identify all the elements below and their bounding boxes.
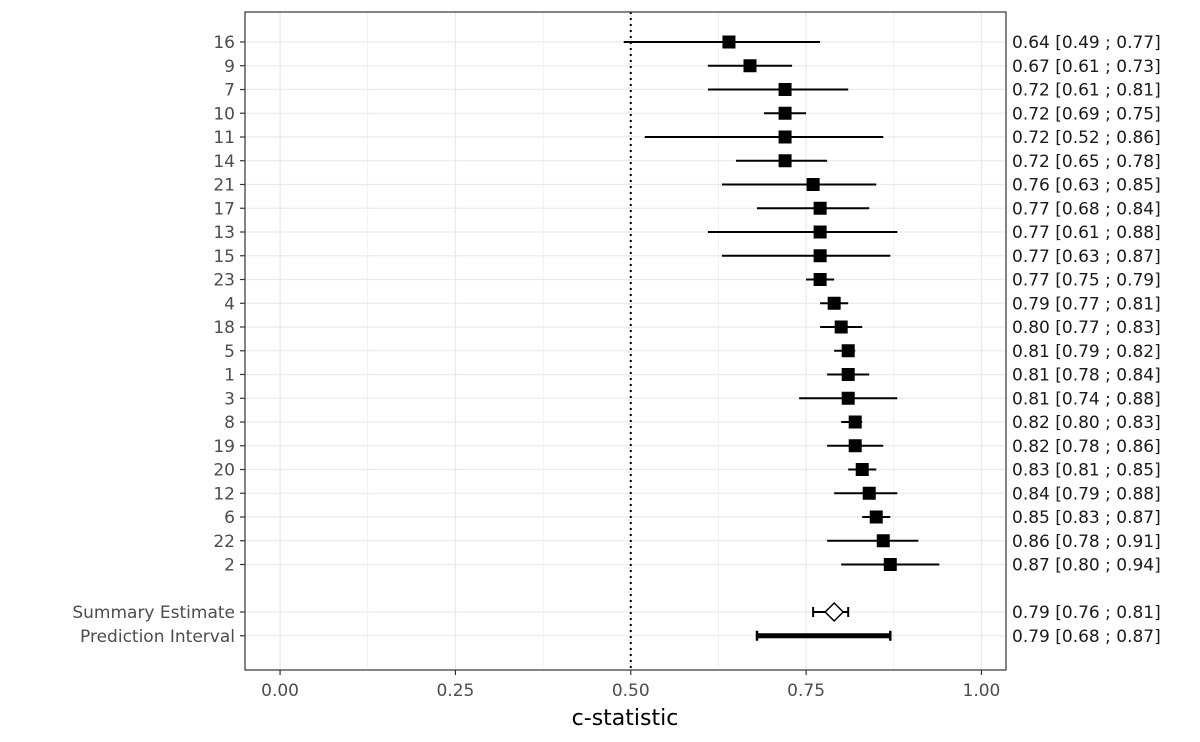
study-label: 1 xyxy=(224,366,235,386)
point-marker xyxy=(722,35,736,49)
study-label: 13 xyxy=(213,223,235,243)
estimate-label: 0.86 [0.78 ; 0.91] xyxy=(1012,532,1161,552)
estimate-label: 0.80 [0.77 ; 0.83] xyxy=(1012,318,1161,338)
estimate-label: 0.77 [0.75 ; 0.79] xyxy=(1012,271,1161,291)
point-marker xyxy=(778,130,792,144)
study-label: 8 xyxy=(224,413,235,433)
point-marker xyxy=(862,486,876,500)
estimate-label: 0.79 [0.77 ; 0.81] xyxy=(1012,294,1161,314)
estimate-label: 0.76 [0.63 ; 0.85] xyxy=(1012,176,1161,196)
study-label: 16 xyxy=(213,33,235,53)
estimate-label: 0.72 [0.65 ; 0.78] xyxy=(1012,152,1161,172)
estimate-label: 0.82 [0.78 ; 0.86] xyxy=(1012,437,1161,457)
point-marker xyxy=(876,534,890,548)
estimate-label: 0.77 [0.61 ; 0.88] xyxy=(1012,223,1161,243)
estimate-label: 0.79 [0.76 ; 0.81] xyxy=(1012,603,1161,623)
estimate-label: 0.85 [0.83 ; 0.87] xyxy=(1012,508,1161,528)
estimate-label: 0.72 [0.52 ; 0.86] xyxy=(1012,128,1161,148)
point-marker xyxy=(848,415,862,429)
data-marks xyxy=(623,35,940,641)
point-marker xyxy=(813,249,827,263)
x-axis: 0.00 0.25 0.50 0.75 1.00 xyxy=(261,670,1000,701)
estimate-label: 0.77 [0.63 ; 0.87] xyxy=(1012,247,1161,267)
estimate-label: 0.83 [0.81 ; 0.85] xyxy=(1012,461,1161,481)
estimate-label: 0.67 [0.61 ; 0.73] xyxy=(1012,57,1161,77)
x-tick-label: 0.75 xyxy=(787,681,825,701)
grid-lines xyxy=(245,12,1006,670)
point-marker xyxy=(806,178,820,191)
estimate-label: 0.87 [0.80 ; 0.94] xyxy=(1012,556,1161,576)
point-marker xyxy=(841,368,855,381)
study-label: 10 xyxy=(213,104,235,124)
estimate-label: 0.81 [0.79 ; 0.82] xyxy=(1012,342,1161,362)
study-label: 15 xyxy=(213,247,235,267)
study-label: 21 xyxy=(213,176,235,196)
point-marker xyxy=(848,439,862,453)
point-marker xyxy=(855,463,869,476)
study-label: 4 xyxy=(224,294,235,314)
point-marker xyxy=(778,83,792,96)
point-marker xyxy=(869,510,883,524)
study-label: 17 xyxy=(213,199,235,219)
study-labels: 1697101114211713152341851381920126222Sum… xyxy=(72,33,245,647)
point-marker xyxy=(813,273,827,286)
estimate-labels: 0.64 [0.49 ; 0.77] 0.67 [0.61 ; 0.73] 0.72… xyxy=(1012,33,1161,647)
estimate-label: 0.72 [0.61 ; 0.81] xyxy=(1012,81,1161,101)
study-label: Prediction Interval xyxy=(80,627,235,647)
panel-border xyxy=(244,11,1007,671)
x-axis-title: c-statistic xyxy=(572,706,679,731)
study-label: 9 xyxy=(224,57,235,77)
point-marker xyxy=(827,296,841,310)
study-label: 14 xyxy=(213,152,235,172)
point-marker xyxy=(841,344,855,358)
estimate-label: 0.72 [0.69 ; 0.75] xyxy=(1012,104,1161,124)
estimate-label: 0.81 [0.74 ; 0.88] xyxy=(1012,389,1161,409)
study-label: 12 xyxy=(213,484,235,504)
estimate-label: 0.77 [0.68 ; 0.84] xyxy=(1012,199,1161,219)
summary-diamond xyxy=(824,601,845,623)
estimate-label: 0.81 [0.78 ; 0.84] xyxy=(1012,366,1161,386)
study-label: Summary Estimate xyxy=(72,603,235,623)
x-tick-label: 0.50 xyxy=(612,681,650,701)
x-tick-label: 0.25 xyxy=(436,681,474,701)
study-label: 3 xyxy=(224,389,235,409)
study-label: 7 xyxy=(224,81,235,101)
estimate-label: 0.82 [0.80 ; 0.83] xyxy=(1012,413,1161,433)
point-marker xyxy=(778,106,792,120)
estimate-label: 0.84 [0.79 ; 0.88] xyxy=(1012,484,1161,504)
study-label: 2 xyxy=(224,556,235,576)
point-marker xyxy=(883,558,897,571)
point-marker xyxy=(743,59,757,73)
point-marker xyxy=(813,225,827,239)
point-marker xyxy=(813,201,827,215)
point-marker xyxy=(841,391,855,405)
study-label: 18 xyxy=(213,318,235,338)
study-label: 19 xyxy=(213,437,235,457)
study-label: 6 xyxy=(224,508,235,528)
study-label: 11 xyxy=(213,128,235,148)
point-marker xyxy=(778,154,792,168)
study-label: 23 xyxy=(213,271,235,291)
x-tick-label: 1.00 xyxy=(963,681,1001,701)
x-tick-label: 0.00 xyxy=(261,681,299,701)
estimate-label: 0.79 [0.68 ; 0.87] xyxy=(1012,627,1161,647)
study-label: 22 xyxy=(213,532,235,552)
point-marker xyxy=(834,320,848,334)
estimate-label: 0.64 [0.49 ; 0.77] xyxy=(1012,33,1161,53)
study-label: 5 xyxy=(224,342,235,362)
study-label: 20 xyxy=(213,461,235,481)
